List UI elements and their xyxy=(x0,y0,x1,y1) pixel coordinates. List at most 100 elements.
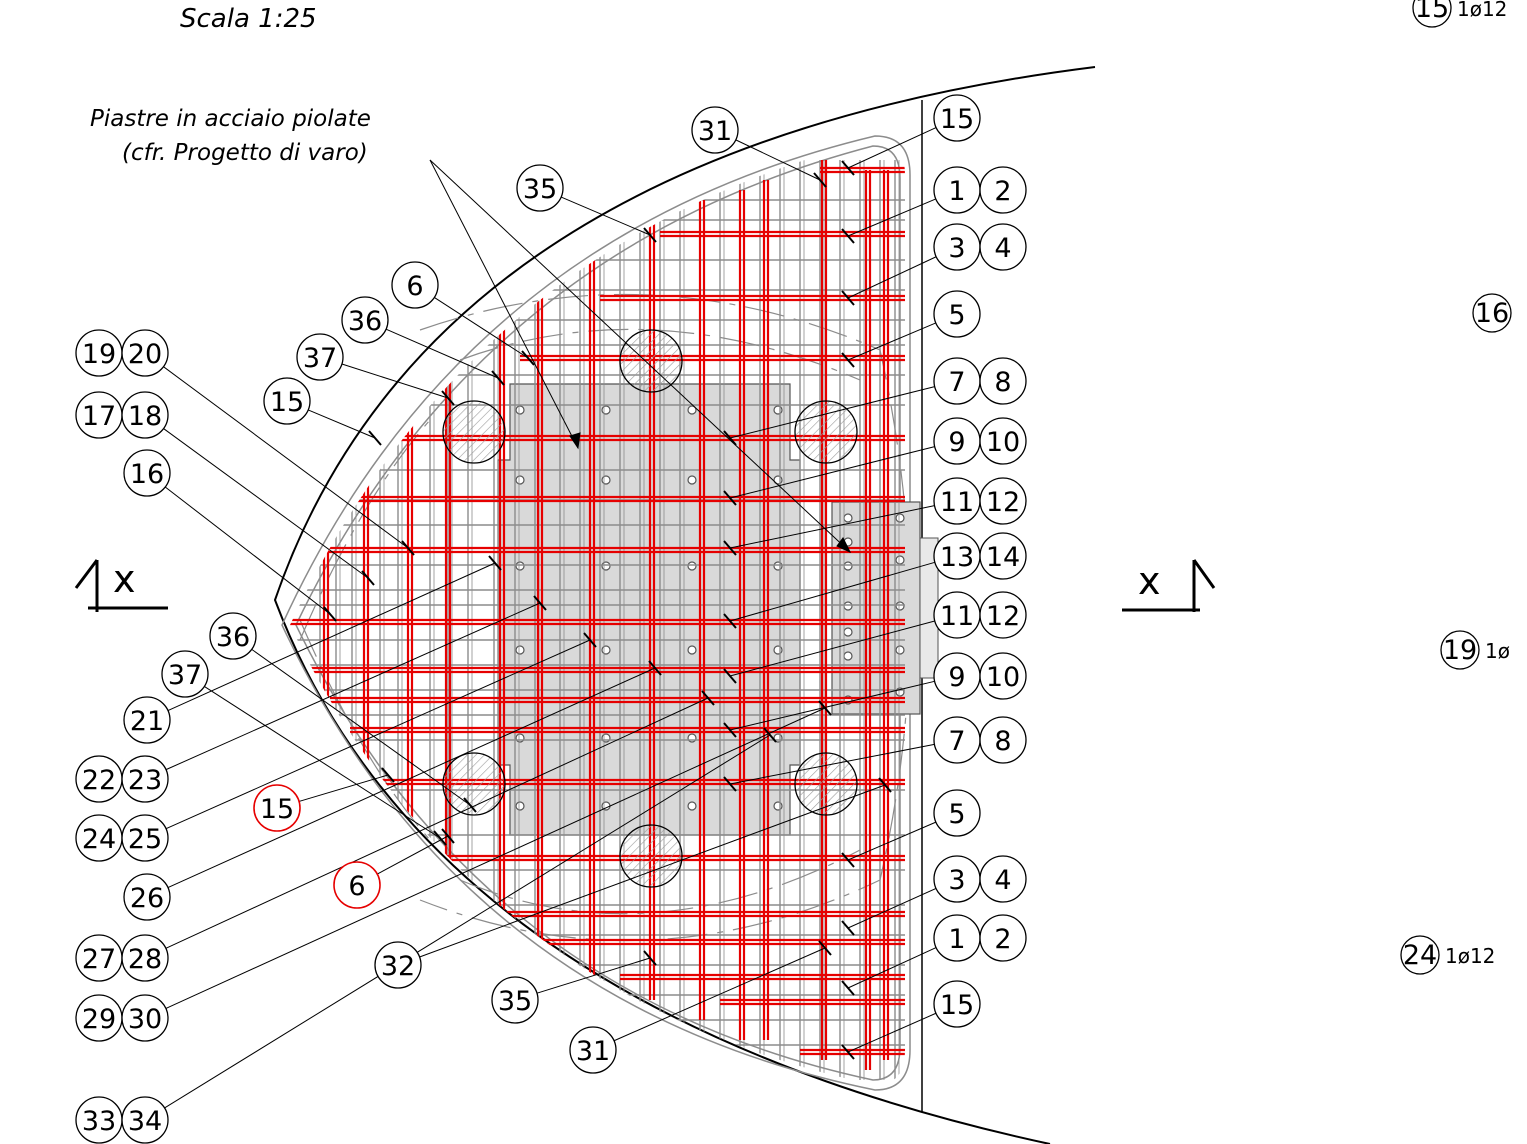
tick-mark xyxy=(401,540,415,556)
stud-dot xyxy=(843,513,853,523)
tick-mark xyxy=(648,660,662,676)
leader-lines xyxy=(163,127,937,1109)
callout-c-36-bot: 36 xyxy=(209,612,257,660)
callout-bubble xyxy=(121,934,169,982)
leader-line xyxy=(729,505,935,549)
callout-number: 1 xyxy=(948,176,965,207)
stud-dot xyxy=(687,475,697,485)
section-mark-x-right: x xyxy=(1138,559,1161,603)
callout-number: 15 xyxy=(270,387,304,418)
leader-line xyxy=(729,743,935,785)
callout-c-17-18: 17 18 xyxy=(75,391,169,439)
callout-number: 19 xyxy=(82,339,116,370)
callout-number: 3 xyxy=(948,233,965,264)
callout-c-31-top: 31 xyxy=(691,106,739,154)
stud-dot xyxy=(687,405,697,415)
tick-mark xyxy=(841,852,855,868)
callout-number: 13 xyxy=(940,542,974,573)
leader-line xyxy=(729,620,935,677)
callout-bubble xyxy=(121,329,169,377)
callout-c-29-30: 29 30 xyxy=(75,994,169,1042)
callout-bubble xyxy=(123,696,171,744)
callout-bubble xyxy=(121,755,169,803)
callout-bubble xyxy=(123,873,171,921)
leader-line xyxy=(165,707,826,1009)
leader-line xyxy=(167,562,496,711)
callout-c-6-red: 6 xyxy=(333,861,381,909)
tick-mark xyxy=(723,540,737,556)
section-mark-right: x xyxy=(1122,559,1216,612)
side-number: 15 xyxy=(1415,0,1449,24)
tick-mark xyxy=(723,776,737,792)
leader-line xyxy=(729,446,935,499)
leader-line xyxy=(847,887,937,929)
callout-number: 23 xyxy=(128,765,162,796)
callout-number: 35 xyxy=(523,174,557,205)
tick-mark xyxy=(491,370,505,386)
stud-dot xyxy=(895,645,905,655)
leader-line xyxy=(729,386,935,439)
callout-c-35-top: 35 xyxy=(516,164,564,212)
callout-number: 1 xyxy=(948,924,965,955)
side-bubble xyxy=(1440,630,1480,670)
callout-bubble xyxy=(933,980,981,1028)
callout-number: 16 xyxy=(130,459,164,490)
side-label-24: 24 1ø12 xyxy=(1400,935,1495,975)
pipe-lower-right xyxy=(794,752,858,816)
stud-dot xyxy=(843,561,853,571)
callout-number: 26 xyxy=(130,883,164,914)
callout-bubble xyxy=(391,261,439,309)
callout-bubble xyxy=(374,941,422,989)
callout-bubble xyxy=(341,296,389,344)
stud-dot xyxy=(687,733,697,743)
stud-dot xyxy=(601,561,611,571)
stud-dot xyxy=(515,645,525,655)
callout-bubble xyxy=(253,784,301,832)
tick-mark xyxy=(818,700,832,716)
stud-dot xyxy=(843,651,853,661)
callout-number: 36 xyxy=(216,622,250,653)
callout-number: 9 xyxy=(948,427,965,458)
stud-dot xyxy=(843,627,853,637)
tick-mark xyxy=(361,570,375,586)
leader-line xyxy=(847,821,937,861)
callout-number: 31 xyxy=(576,1036,610,1067)
pipe-top xyxy=(619,329,683,393)
tick-mark xyxy=(723,430,737,446)
callout-c-37-top: 37 xyxy=(296,333,344,381)
stud-dot xyxy=(895,555,905,565)
callout-number: 15 xyxy=(940,990,974,1021)
tick-mark xyxy=(521,350,535,366)
leader-line xyxy=(735,139,821,181)
leader-line xyxy=(847,322,937,361)
tick-mark xyxy=(463,797,477,813)
callout-r-5-top: 5 xyxy=(933,290,981,338)
note-arrows xyxy=(429,159,852,554)
tick-mark xyxy=(841,228,855,244)
leader-line xyxy=(308,409,376,439)
callout-bubble xyxy=(491,976,539,1024)
callout-c-37-bot: 37 xyxy=(161,650,209,698)
callout-bubble xyxy=(979,652,1027,700)
side-number: 16 xyxy=(1475,298,1509,329)
pipe-bottom xyxy=(619,824,683,888)
side-text: 1ø12 xyxy=(1457,0,1507,21)
scale-label: Scala 1:25 xyxy=(180,4,317,34)
tick-mark xyxy=(441,828,455,844)
leader-line xyxy=(847,256,937,299)
tick-mark xyxy=(763,727,777,743)
tick-mark xyxy=(488,555,502,571)
side-bubble xyxy=(1400,935,1440,975)
callout-number: 12 xyxy=(986,601,1020,632)
callout-r-13-14: 13 14 xyxy=(933,532,1027,580)
tick-mark xyxy=(701,690,715,706)
stud-dot xyxy=(773,645,783,655)
callout-number: 29 xyxy=(82,1004,116,1035)
callout-number: 8 xyxy=(994,726,1011,757)
callout-bubble xyxy=(263,377,311,425)
tick-mark xyxy=(643,227,657,243)
tick-mark xyxy=(723,668,737,684)
